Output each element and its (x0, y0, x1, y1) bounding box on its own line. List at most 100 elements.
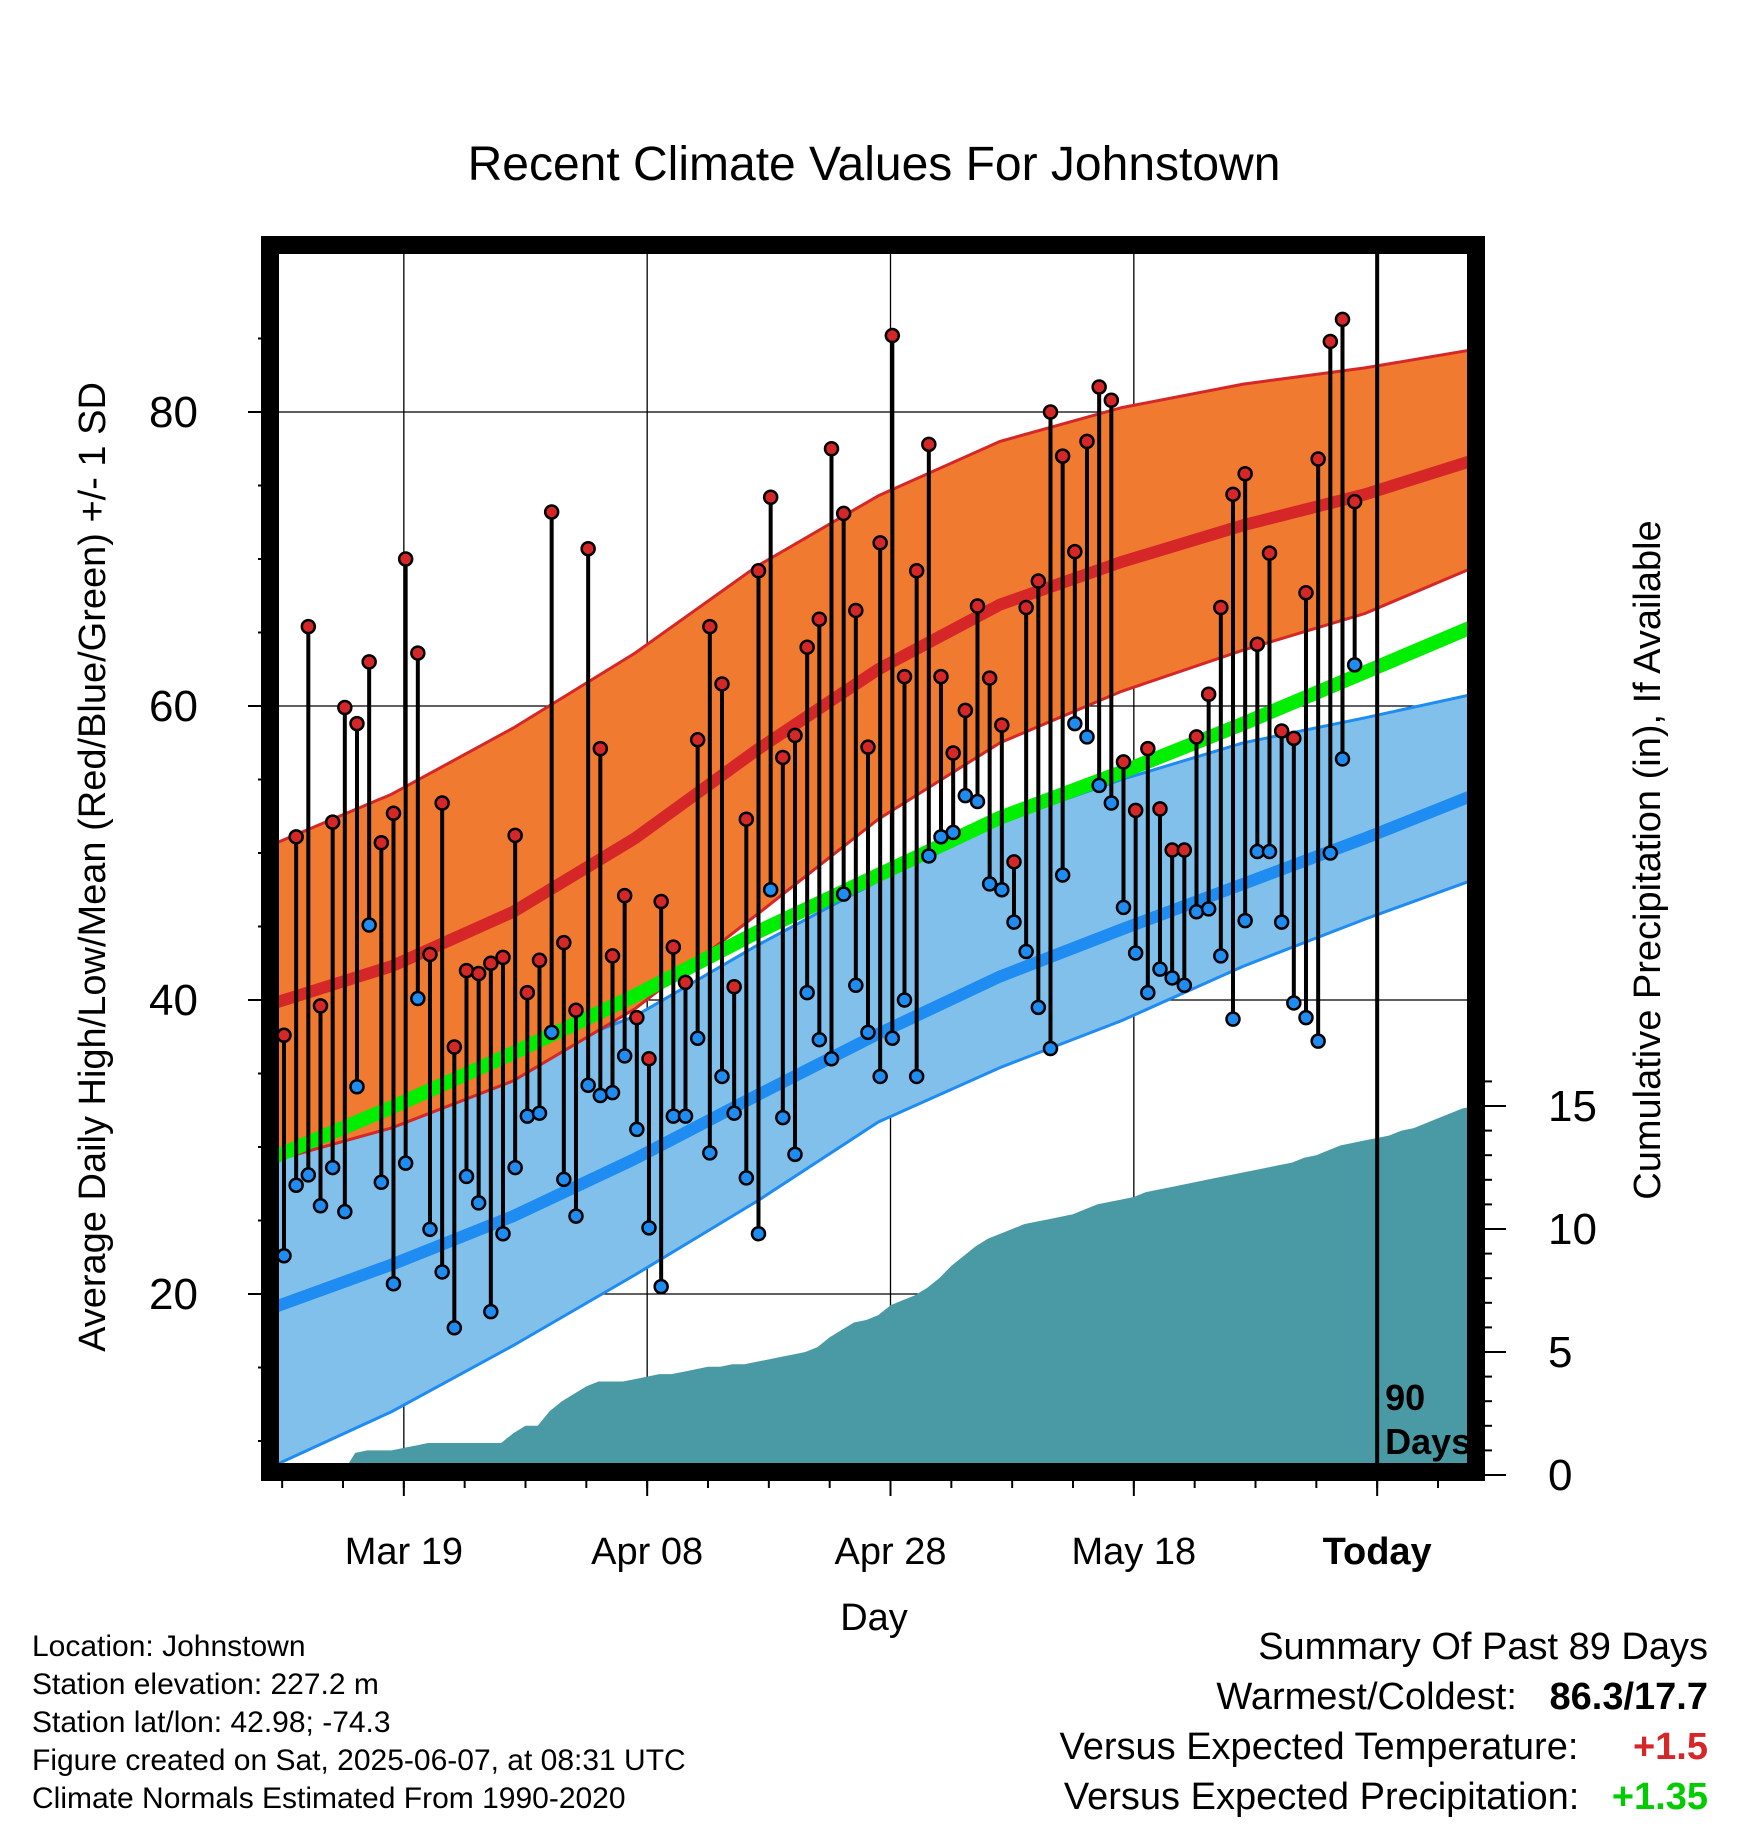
daily-low-point (446, 1320, 463, 1336)
y2-tick-label: 10 (1548, 1205, 1597, 1254)
daily-high-point (556, 934, 572, 951)
daily-low-point (361, 917, 377, 933)
daily-low-point (921, 848, 937, 864)
daily-low-point (1176, 977, 1193, 994)
daily-high-point (714, 676, 730, 692)
daily-high-point (762, 489, 779, 506)
daily-high-point (933, 668, 949, 685)
daily-high-point (397, 551, 414, 567)
y-tick-label: 80 (149, 388, 198, 437)
daily-low-point (422, 1221, 438, 1238)
daily-high-point (1334, 311, 1351, 328)
y2-tick-label: 0 (1548, 1451, 1572, 1500)
daily-low-point (629, 1121, 645, 1138)
daily-low-point (397, 1155, 414, 1171)
daily-high-point (616, 887, 633, 904)
info-created: Figure created on Sat, 2025-06-07, at 08… (32, 1744, 686, 1777)
daily-high-point (385, 805, 402, 822)
daily-low-point (762, 882, 779, 898)
x-axis-label: Day (840, 1597, 908, 1639)
summary-warmest-value: 86.3/17.7 (1549, 1676, 1709, 1718)
daily-low-point (835, 886, 852, 902)
daily-low-point (580, 1077, 596, 1094)
x-tick-label: Apr 08 (591, 1531, 703, 1573)
daily-high-point (1322, 333, 1339, 350)
daily-low-point (1286, 995, 1302, 1011)
daily-high-point (1067, 543, 1083, 560)
today-marker-unit: Days (1385, 1421, 1471, 1462)
daily-low-point (1261, 843, 1278, 860)
daily-low-point (1030, 999, 1047, 1016)
daily-high-point (823, 441, 840, 457)
daily-high-point (543, 504, 560, 520)
summary-temp-value: +1.5 (1632, 1726, 1708, 1768)
daily-low-point (787, 1146, 803, 1163)
daily-high-point (276, 1027, 292, 1044)
daily-low-point (775, 1109, 791, 1126)
daily-high-point (470, 965, 487, 982)
daily-high-point (799, 639, 815, 655)
daily-high-point (1225, 486, 1241, 503)
daily-low-point (1006, 914, 1022, 930)
daily-low-point (276, 1248, 292, 1264)
daily-low-point (312, 1198, 329, 1214)
daily-high-point (981, 670, 998, 686)
info-normals: Climate Normals Estimated From 1990-2020 (32, 1782, 626, 1815)
daily-high-point (860, 739, 876, 755)
daily-high-point (945, 745, 961, 761)
daily-high-point (665, 939, 682, 955)
daily-low-point (641, 1220, 657, 1236)
daily-low-point (750, 1225, 767, 1242)
daily-high-point (458, 962, 475, 979)
summary-warmest-row: Warmest/Coldest: 86.3/17.7 (1059, 1672, 1708, 1722)
daily-low-point (543, 1024, 560, 1041)
daily-high-point (1273, 723, 1290, 739)
daily-low-point (1067, 715, 1083, 732)
daily-high-point (702, 618, 718, 635)
daily-high-point (1237, 465, 1253, 482)
daily-low-point (1152, 961, 1168, 977)
daily-high-point (884, 327, 901, 344)
daily-low-point (957, 787, 974, 804)
daily-high-point (519, 984, 536, 1001)
y-tick-label: 60 (149, 682, 198, 731)
daily-high-point (896, 668, 913, 685)
daily-high-point (677, 974, 694, 991)
y-tick-label: 40 (149, 976, 198, 1025)
summary-temp-label: Versus Expected Temperature: (1059, 1726, 1579, 1768)
daily-low-point (969, 793, 986, 810)
daily-low-point (945, 824, 961, 841)
daily-low-point (1140, 984, 1156, 1001)
daily-low-point (288, 1177, 304, 1193)
x-tick-label: Mar 19 (345, 1531, 463, 1573)
daily-low-point (1164, 970, 1180, 986)
daily-high-point (872, 535, 888, 551)
daily-high-point (483, 955, 499, 971)
daily-low-point (458, 1168, 475, 1185)
daily-high-point (1152, 801, 1168, 817)
daily-low-point (1346, 657, 1363, 673)
daily-high-point (361, 654, 377, 670)
daily-high-point (288, 829, 304, 845)
daily-low-point (1322, 845, 1339, 861)
daily-high-point (1115, 754, 1132, 770)
daily-low-point (434, 1264, 450, 1280)
daily-high-point (994, 717, 1010, 733)
daily-high-point (775, 749, 791, 766)
daily-high-point (495, 949, 511, 966)
daily-low-point (872, 1068, 888, 1085)
daily-low-point (1237, 912, 1253, 929)
daily-high-point (811, 611, 828, 628)
daily-high-point (324, 814, 341, 830)
daily-high-point (1140, 740, 1156, 757)
daily-low-point (994, 882, 1010, 898)
info-location: Location: Johnstown (32, 1630, 306, 1663)
daily-low-point (1334, 751, 1351, 767)
daily-low-point (507, 1159, 523, 1176)
daily-low-point (1310, 1033, 1326, 1049)
daily-high-point (1006, 854, 1022, 870)
daily-high-point (1042, 404, 1059, 420)
daily-low-point (616, 1048, 633, 1064)
summary-panel: Summary Of Past 89 Days Warmest/Coldest:… (1059, 1622, 1708, 1822)
